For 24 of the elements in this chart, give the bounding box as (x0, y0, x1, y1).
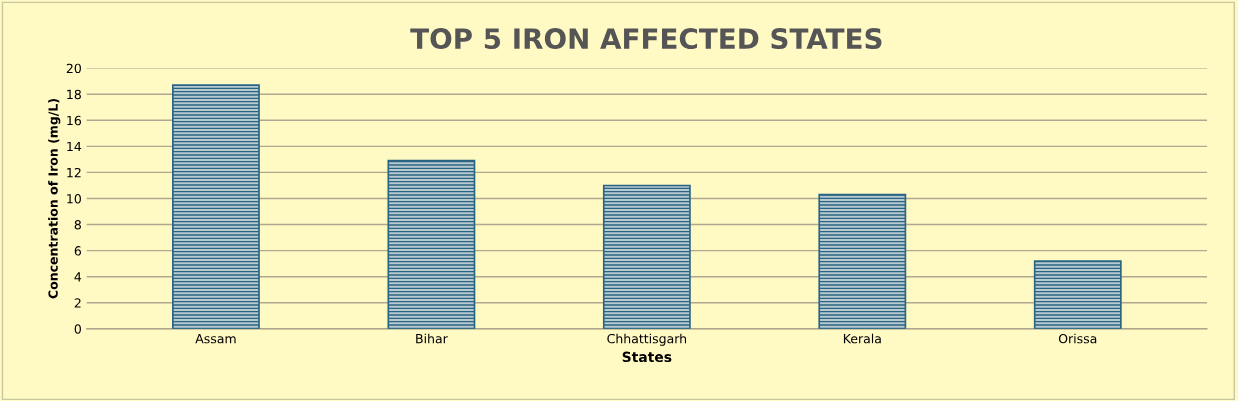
x-tick-label: Chhattisgarh (607, 333, 687, 346)
y-tick-label: 14 (67, 142, 82, 152)
y-tick-label: 8 (74, 220, 81, 230)
y-axis-title: Concentration of Iron (mg/L) (48, 99, 61, 299)
y-tick-label: 16 (67, 115, 82, 126)
x-tick-label: Assam (195, 334, 236, 344)
x-axis-title: States (622, 351, 672, 363)
y-tick-label: 18 (67, 89, 81, 100)
bar (1033, 260, 1122, 329)
y-tick-label: 2 (74, 298, 81, 308)
x-tick-label: Orissa (1058, 333, 1097, 344)
y-tick-label: 10 (67, 193, 81, 204)
bar (818, 193, 907, 329)
y-tick-label: 0 (74, 324, 81, 334)
bar (172, 84, 260, 329)
x-tick-label: Kerala (843, 333, 881, 344)
y-tick-label: 12 (67, 167, 81, 178)
y-tick-label: 6 (74, 246, 82, 256)
x-tick-label: Bihar (416, 333, 448, 344)
chart-title: TOP 5 IRON AFFECTED STATES (410, 28, 882, 50)
bar (602, 184, 691, 329)
y-tick-label: 4 (74, 272, 82, 282)
y-tick-label: 20 (66, 63, 81, 74)
bar (387, 159, 476, 329)
